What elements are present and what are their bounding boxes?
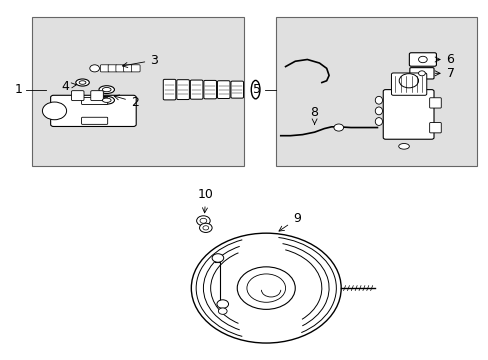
FancyBboxPatch shape xyxy=(383,90,433,139)
Circle shape xyxy=(218,308,226,314)
Ellipse shape xyxy=(374,118,382,125)
Text: 7: 7 xyxy=(434,67,454,80)
FancyBboxPatch shape xyxy=(429,98,440,108)
Bar xyxy=(32,17,244,166)
Ellipse shape xyxy=(102,98,111,102)
Ellipse shape xyxy=(374,107,382,115)
Circle shape xyxy=(333,124,343,131)
Text: 4: 4 xyxy=(61,80,76,93)
Circle shape xyxy=(237,267,295,309)
Text: 5: 5 xyxy=(253,83,261,96)
Ellipse shape xyxy=(76,79,89,86)
Circle shape xyxy=(42,102,66,120)
Text: 3: 3 xyxy=(122,54,158,67)
FancyBboxPatch shape xyxy=(217,81,229,99)
Ellipse shape xyxy=(99,96,114,104)
Ellipse shape xyxy=(398,144,408,149)
Circle shape xyxy=(398,74,418,88)
FancyBboxPatch shape xyxy=(91,91,103,100)
Circle shape xyxy=(90,65,99,72)
FancyBboxPatch shape xyxy=(391,73,426,95)
FancyBboxPatch shape xyxy=(123,65,132,72)
Text: 8: 8 xyxy=(310,106,318,125)
FancyBboxPatch shape xyxy=(429,123,440,133)
FancyBboxPatch shape xyxy=(81,117,107,124)
FancyBboxPatch shape xyxy=(108,65,117,72)
FancyBboxPatch shape xyxy=(203,80,216,99)
FancyBboxPatch shape xyxy=(116,65,124,72)
Text: 9: 9 xyxy=(279,212,300,231)
FancyBboxPatch shape xyxy=(81,98,107,104)
Text: 2: 2 xyxy=(114,95,139,108)
Bar xyxy=(275,17,476,166)
FancyBboxPatch shape xyxy=(71,91,84,100)
Circle shape xyxy=(200,218,206,223)
Ellipse shape xyxy=(99,86,114,94)
Circle shape xyxy=(212,254,223,262)
Circle shape xyxy=(217,300,228,308)
Text: 6: 6 xyxy=(434,53,453,66)
Circle shape xyxy=(418,71,425,76)
Ellipse shape xyxy=(79,81,86,84)
FancyBboxPatch shape xyxy=(408,53,435,66)
FancyBboxPatch shape xyxy=(409,68,433,79)
FancyBboxPatch shape xyxy=(51,95,136,126)
FancyBboxPatch shape xyxy=(131,65,140,72)
Ellipse shape xyxy=(374,96,382,104)
FancyBboxPatch shape xyxy=(190,80,203,99)
FancyBboxPatch shape xyxy=(100,65,109,72)
Circle shape xyxy=(203,226,208,230)
FancyBboxPatch shape xyxy=(177,80,189,100)
Circle shape xyxy=(418,56,427,63)
Text: 10: 10 xyxy=(198,188,213,213)
FancyBboxPatch shape xyxy=(230,81,243,98)
FancyBboxPatch shape xyxy=(163,79,176,100)
Circle shape xyxy=(246,274,285,302)
Circle shape xyxy=(196,216,210,226)
Circle shape xyxy=(199,223,212,233)
Circle shape xyxy=(191,233,341,343)
Ellipse shape xyxy=(251,80,260,99)
Ellipse shape xyxy=(102,87,111,92)
Text: 1: 1 xyxy=(14,83,22,96)
